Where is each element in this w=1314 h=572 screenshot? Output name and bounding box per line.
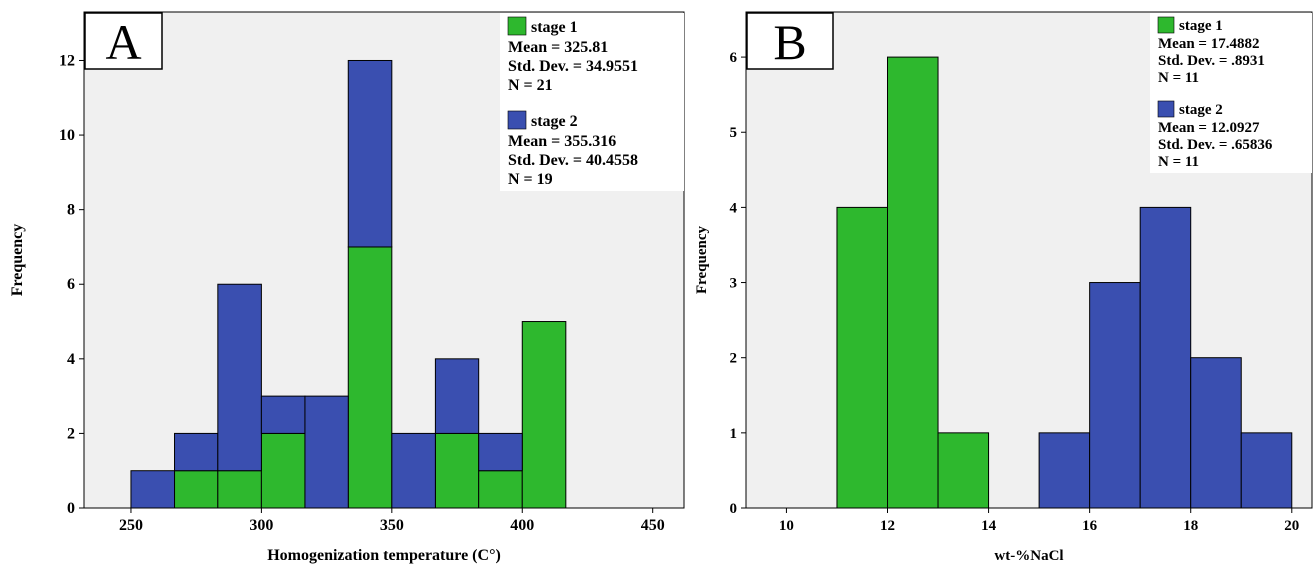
legend-series-name: stage 2 (1179, 102, 1223, 118)
histogram-bar-stage-2 (1089, 282, 1141, 509)
histogram-bar-stage-2 (1139, 206, 1192, 509)
legend-series-name: stage 1 (1179, 18, 1223, 34)
y-tick-label: 1 (730, 426, 738, 442)
y-tick-label: 6 (730, 50, 738, 66)
y-tick-label: 0 (730, 501, 738, 517)
y-tick-label: 4 (67, 351, 75, 368)
histogram-bar-stage-1 (836, 206, 888, 509)
histogram-bar-stage-1 (347, 246, 393, 509)
legend-stat: N = 11 (1158, 70, 1199, 86)
x-tick-label: 450 (641, 517, 665, 534)
histogram-bar-stage-2 (1038, 432, 1091, 509)
legend-box (500, 13, 684, 191)
y-tick-label: 4 (730, 200, 738, 216)
legend-series-name: stage 1 (531, 19, 578, 36)
histogram-bar-stage-1 (174, 470, 219, 509)
legend-stat: Mean = 17.4882 (1158, 36, 1259, 52)
legend-box (1150, 13, 1312, 173)
x-tick-label: 20 (1284, 518, 1299, 534)
panel-label-box (84, 12, 163, 70)
x-axis-label: Homogenization temperature (C°) (267, 547, 501, 564)
histogram-bar-stage-1 (434, 432, 480, 509)
panel-label: B (773, 14, 806, 70)
histogram-bar-stage-1 (260, 432, 306, 509)
histogram-bar-stage-2 (1190, 357, 1242, 509)
panel-label-box (746, 12, 834, 70)
x-tick-label: 16 (1082, 518, 1098, 534)
x-tick-label: 350 (380, 517, 404, 534)
legend-stat: Std. Dev. = .65836 (1158, 137, 1273, 153)
legend-stat: Std. Dev. = .8931 (1158, 53, 1265, 69)
legend-swatch (507, 110, 527, 130)
legend-swatch (1157, 16, 1175, 34)
legend-stat: Std. Dev. = 34.9551 (508, 58, 638, 75)
x-tick-label: 10 (779, 518, 794, 534)
histogram-bar-stage-1 (937, 432, 990, 509)
legend-stat: N = 11 (1158, 154, 1199, 170)
y-tick-label: 6 (67, 276, 75, 293)
y-tick-label: 0 (67, 500, 75, 517)
histogram-bar-stage-2 (130, 470, 176, 509)
histogram-bar-stage-2 (434, 358, 480, 434)
histogram-bar-stage-2 (260, 395, 306, 434)
histogram-bar-stage-2 (478, 432, 523, 472)
legend-swatch (1157, 100, 1175, 118)
legend-stat: N = 19 (508, 171, 553, 188)
x-tick-label: 14 (981, 518, 997, 534)
x-tick-label: 400 (510, 517, 534, 534)
legend-swatch (507, 16, 527, 36)
panel-label: A (105, 14, 141, 70)
histogram-a-svg: 0 2 4 6 8 10 12 250 300 350 400 450 Homogenization t… (9, 11, 685, 564)
x-tick-label: 18 (1183, 518, 1198, 534)
histogram-bar-stage-2 (347, 59, 393, 248)
histogram-bar-stage-2 (391, 432, 436, 509)
x-tick-label: 12 (880, 518, 895, 534)
x-axis-label: wt-%NaCl (994, 548, 1063, 564)
histogram-bar-stage-1 (217, 470, 262, 509)
legend-stat: N = 21 (508, 77, 553, 94)
legend-stat: Mean = 355.316 (508, 133, 616, 150)
y-axis-label: Frequency (694, 225, 710, 294)
legend-stat: Mean = 325.81 (508, 39, 608, 56)
histogram-bar-stage-2 (174, 432, 219, 472)
histogram-bar-stage-2 (304, 395, 349, 509)
y-tick-label: 10 (59, 127, 75, 144)
histogram-panel-a: 0 2 4 6 8 10 12 250 300 350 400 450 Homogenization t… (9, 11, 685, 564)
legend-series-name: stage 2 (531, 113, 578, 130)
histogram-bar-stage-1 (521, 321, 567, 509)
y-tick-label: 2 (67, 425, 75, 442)
x-tick-label: 250 (119, 517, 143, 534)
histogram-bar-stage-2 (217, 283, 262, 472)
y-tick-label: 5 (730, 125, 738, 141)
legend-stat: Mean = 12.0927 (1158, 120, 1260, 136)
legend-stat: Std. Dev. = 40.4558 (508, 152, 638, 169)
histogram-bar-stage-1 (887, 56, 939, 509)
histogram-bar-stage-2 (1240, 432, 1293, 509)
y-axis-label: Frequency (9, 224, 26, 297)
histogram-bar-stage-1 (478, 470, 523, 509)
x-tick-label: 300 (249, 517, 273, 534)
y-tick-label: 8 (67, 202, 75, 219)
y-tick-label: 3 (730, 276, 738, 292)
y-tick-label: 2 (730, 351, 738, 367)
y-tick-label: 12 (59, 52, 75, 69)
